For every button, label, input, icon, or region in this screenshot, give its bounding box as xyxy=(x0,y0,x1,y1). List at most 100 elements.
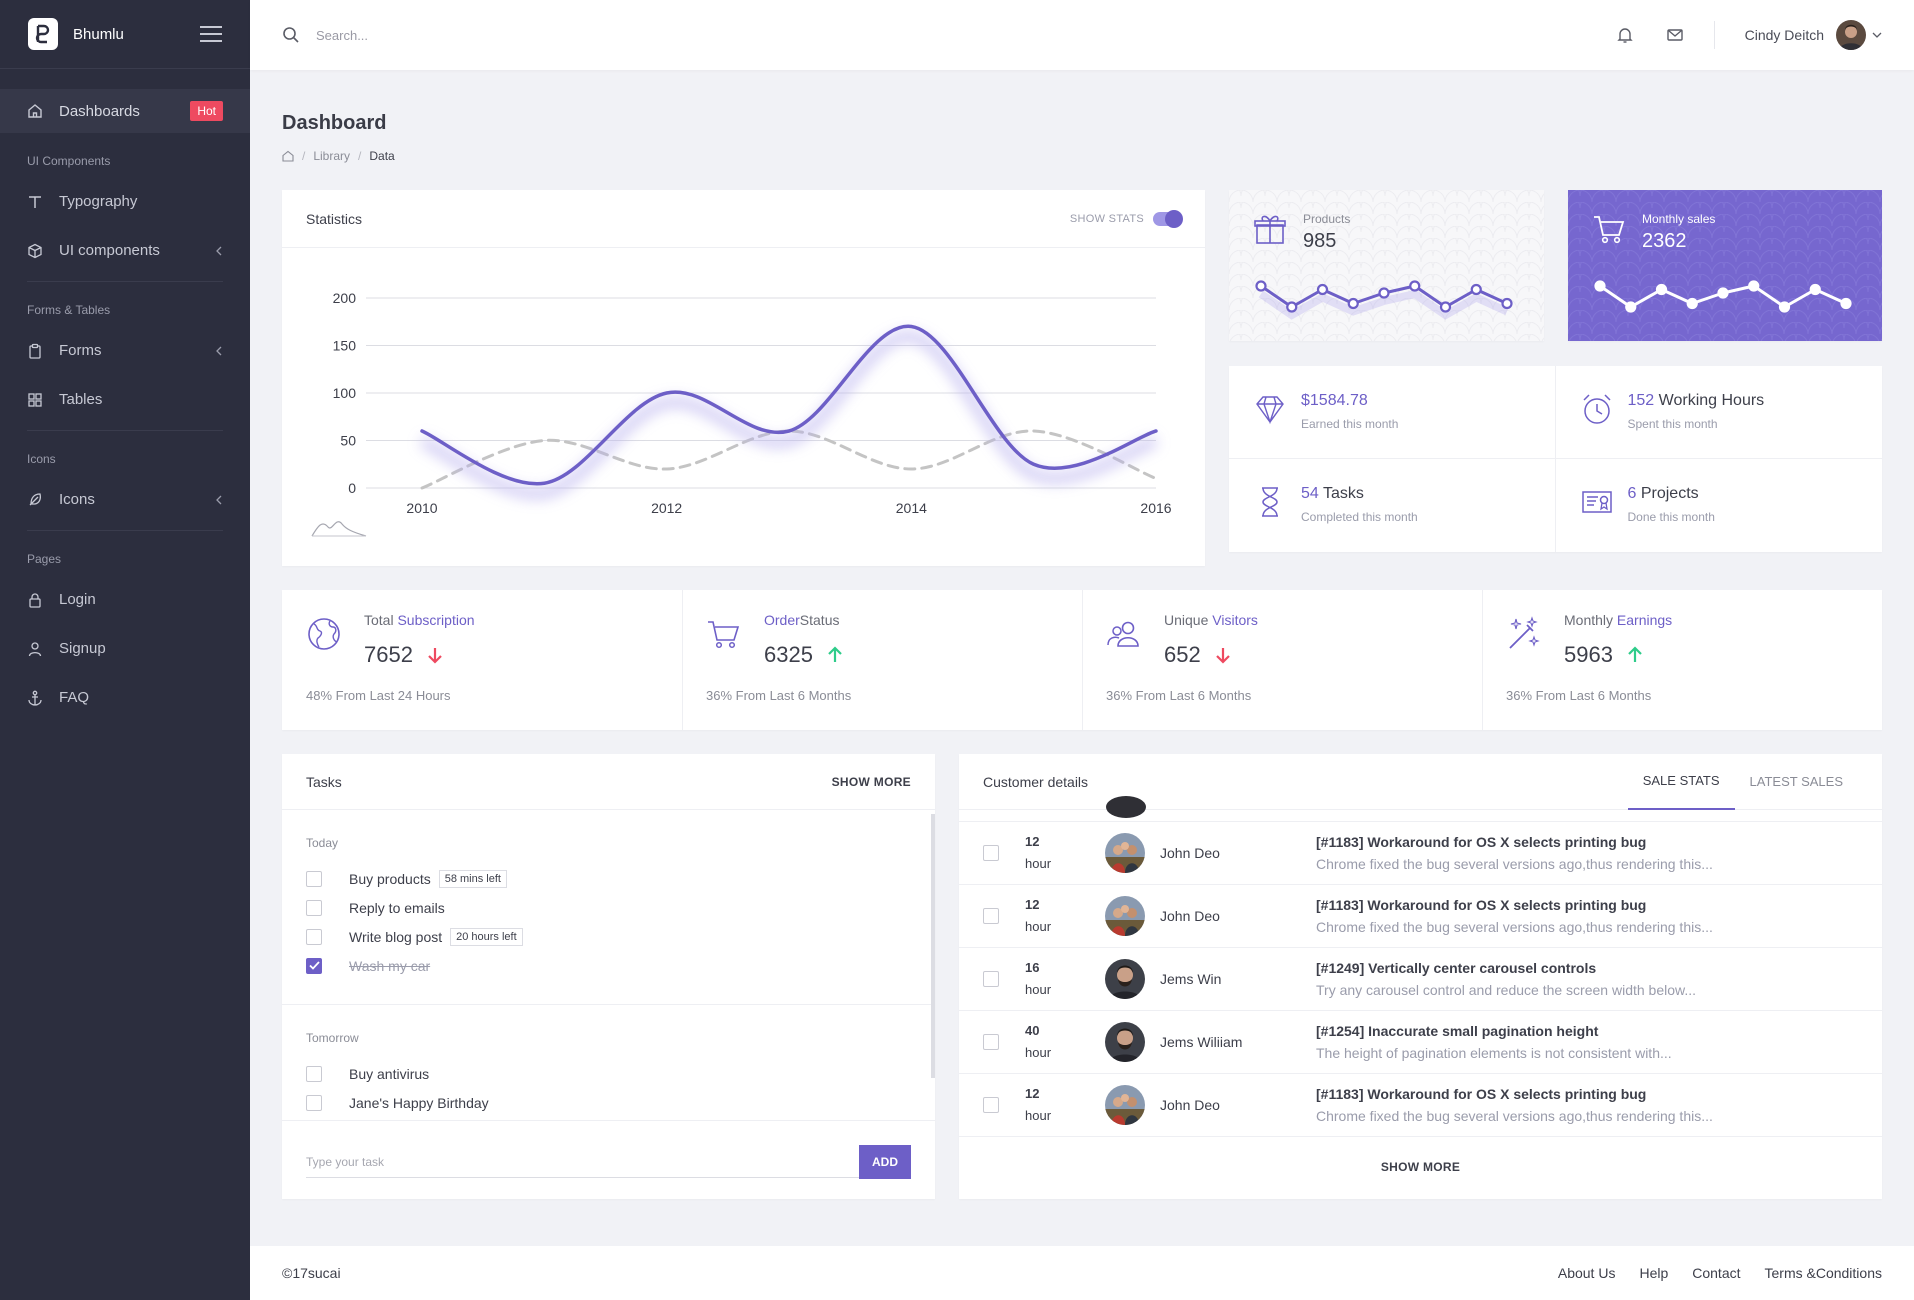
task-item: Buy antivirus xyxy=(282,1059,935,1088)
sparkline-point[interactable] xyxy=(1316,283,1329,296)
sparkline-point[interactable] xyxy=(1594,280,1606,292)
mini-card-value: 985 xyxy=(1303,230,1337,252)
avatar[interactable] xyxy=(1836,20,1866,50)
hamburger-menu-icon[interactable] xyxy=(200,26,222,42)
issue: [#1183] Workaround for OS X selects prin… xyxy=(1316,834,1713,872)
tab-sale-stats[interactable]: SALE STATS xyxy=(1627,754,1735,810)
task-text: Write blog post xyxy=(349,928,443,945)
row-checkbox[interactable] xyxy=(983,971,999,987)
task-item: Write blog post 20 hours left xyxy=(282,922,935,951)
row-time: 12 hour xyxy=(1025,1086,1052,1123)
row-checkbox[interactable] xyxy=(983,908,999,924)
x-tick-label: 2014 xyxy=(896,500,927,516)
sidebar-item-typography[interactable]: Typography xyxy=(0,177,250,226)
scrollbar[interactable] xyxy=(931,814,935,1078)
sidebar-item-dashboards[interactable]: Dashboards Hot xyxy=(0,89,250,133)
sparkline-point[interactable] xyxy=(1501,297,1513,310)
x-tick-label: 2010 xyxy=(406,500,437,516)
check-icon xyxy=(308,961,320,970)
table-row[interactable]: 40 hour Jems Wiliiam [#1254] Inaccurate s… xyxy=(959,1011,1882,1074)
sidebar-item-signup[interactable]: Signup xyxy=(0,624,250,673)
search-icon[interactable] xyxy=(282,26,300,44)
series-line-primary[interactable] xyxy=(420,324,1158,486)
sparkline-point[interactable] xyxy=(1840,297,1852,310)
sparkline-point[interactable] xyxy=(1255,280,1267,292)
sparkline-point[interactable] xyxy=(1378,287,1390,299)
footer-link-help[interactable]: Help xyxy=(1639,1265,1669,1281)
tasks-card: Tasks SHOW MORE Today Buy products 58 mi… xyxy=(282,754,935,1199)
task-input[interactable] xyxy=(306,1146,859,1178)
sparkline-shadow xyxy=(1258,289,1509,320)
sparkline-point[interactable] xyxy=(1347,297,1359,310)
sidebar-item-forms[interactable]: Forms xyxy=(0,326,250,375)
sparkline-point[interactable] xyxy=(1409,280,1421,292)
row-time: 12 hour xyxy=(1025,897,1052,934)
sidebar-item-ui-components[interactable]: UI components xyxy=(0,226,250,275)
search-input[interactable] xyxy=(316,27,716,43)
card-title: Customer details xyxy=(983,773,1089,790)
table-row[interactable]: 12 hour John Deo [#1183] Workaround for O… xyxy=(959,885,1882,948)
arrow-down-icon xyxy=(1215,648,1230,664)
series-line-secondary[interactable] xyxy=(420,429,1158,490)
home-icon[interactable] xyxy=(282,150,294,162)
issue: [#1254] Inaccurate small pagination heig… xyxy=(1316,1023,1672,1061)
sidebar-item-faq[interactable]: FAQ xyxy=(0,673,250,722)
sparkline-point[interactable] xyxy=(1778,301,1791,313)
statistics-chart: 0 50 100 150 200 2010 2012 2014 2016 xyxy=(311,290,1172,537)
sparkline-point[interactable] xyxy=(1809,283,1821,296)
mail-icon[interactable] xyxy=(1666,26,1684,44)
chart-type-icon[interactable] xyxy=(311,521,367,537)
arrow-up-icon xyxy=(1628,646,1642,662)
add-task-button[interactable]: ADD xyxy=(859,1145,911,1179)
sidebar-item-icons[interactable]: Icons xyxy=(0,475,250,524)
sparkline-point[interactable] xyxy=(1717,287,1729,299)
task-checkbox[interactable] xyxy=(306,870,322,887)
sparkline-point[interactable] xyxy=(1686,297,1698,310)
task-checkbox[interactable] xyxy=(306,1094,322,1111)
customer-details-header: Customer details SALE STATS LATEST SALES xyxy=(959,754,1882,810)
sparkline-point[interactable] xyxy=(1655,283,1668,296)
customer-name: Jems Wiliiam xyxy=(1160,1034,1243,1050)
customers-show-more-button[interactable]: SHOW MORE xyxy=(1380,1160,1461,1174)
sparkline-point[interactable] xyxy=(1439,301,1452,313)
app-name: Bhumlu xyxy=(73,25,124,43)
row-checkbox[interactable] xyxy=(983,1097,999,1113)
footer-link-about-us[interactable]: About Us xyxy=(1557,1265,1616,1281)
x-tick-label: 2016 xyxy=(1140,500,1171,516)
breadcrumb: / Library / Data xyxy=(282,149,1882,163)
task-checkbox[interactable] xyxy=(306,1065,322,1082)
breadcrumb-item[interactable]: Library xyxy=(313,149,351,163)
sidebar-item-tables[interactable]: Tables xyxy=(0,375,250,424)
show-stats-toggle[interactable] xyxy=(1153,209,1183,228)
sparkline-point[interactable] xyxy=(1470,283,1482,296)
sparkline-point[interactable] xyxy=(1748,280,1760,292)
row-checkbox[interactable] xyxy=(983,1034,999,1050)
table-row[interactable]: 12 hour John Deo [#1183] Workaround for O… xyxy=(959,1074,1882,1137)
task-checkbox[interactable] xyxy=(306,928,322,945)
sparkline-point[interactable] xyxy=(1625,301,1637,313)
scrolled-row-edge xyxy=(959,796,1882,822)
tasks-show-more-button[interactable]: SHOW MORE xyxy=(831,774,911,789)
row-checkbox[interactable] xyxy=(983,845,999,861)
table-row[interactable]: 16 hour Jems Win [#1249] Vertically cente… xyxy=(959,948,1882,1011)
task-item: Jane's Happy Birthday xyxy=(282,1088,935,1117)
table-row[interactable]: 12 hour John Deo [#1183] Workaround for O… xyxy=(959,822,1882,885)
app-logo[interactable] xyxy=(28,18,58,50)
cart-icon xyxy=(708,621,740,649)
bell-icon[interactable] xyxy=(1616,26,1634,44)
kpi-value: 6325 xyxy=(764,642,813,667)
footer-link-terms[interactable]: Terms &Conditions xyxy=(1764,1265,1883,1281)
issue: [#1183] Workaround for OS X selects prin… xyxy=(1316,1086,1713,1124)
sparkline-point[interactable] xyxy=(1286,301,1298,313)
footer-link-contact[interactable]: Contact xyxy=(1692,1265,1741,1281)
task-checkbox-checked[interactable] xyxy=(306,957,322,974)
task-checkbox[interactable] xyxy=(306,899,322,916)
kpi-title-accent: Subscription xyxy=(397,612,475,628)
user-name[interactable]: Cindy Deitch xyxy=(1744,27,1824,43)
sidebar-section-heading: UI Components xyxy=(27,154,111,168)
sidebar-item-label: Typography xyxy=(59,193,138,210)
tab-latest-sales[interactable]: LATEST SALES xyxy=(1749,774,1843,789)
sidebar-item-login[interactable]: Login xyxy=(0,575,250,624)
kpi-value: 5963 xyxy=(1564,642,1613,667)
chevron-down-icon[interactable] xyxy=(1872,31,1882,39)
